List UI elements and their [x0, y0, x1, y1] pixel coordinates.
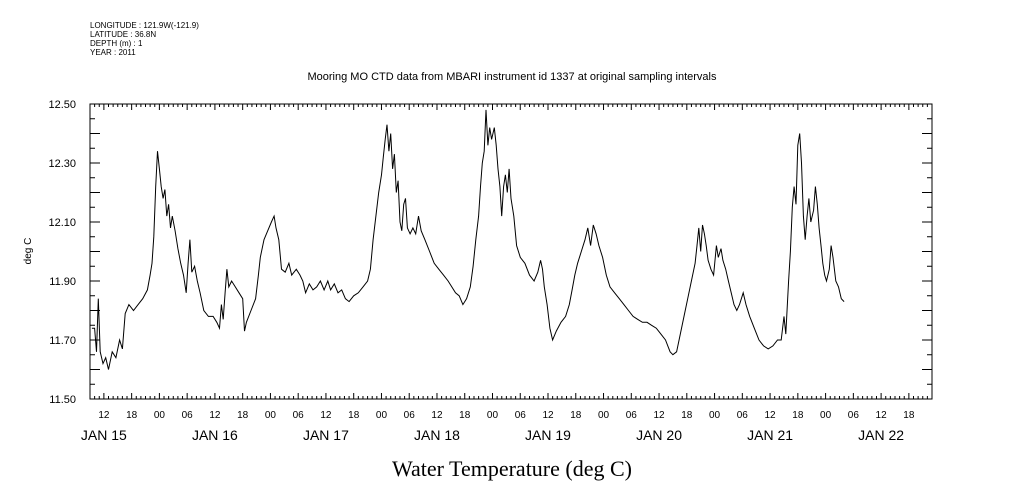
x-hour-label: 00 — [487, 410, 499, 421]
x-hour-label: 00 — [154, 410, 166, 421]
x-hour-label: 18 — [570, 410, 582, 421]
x-hour-label: 06 — [182, 410, 194, 421]
x-day-label: JAN 15 — [81, 427, 127, 443]
x-hour-label: 18 — [459, 410, 471, 421]
y-tick-label: 12.50 — [48, 99, 76, 111]
chart-title: Mooring MO CTD data from MBARI instrumen… — [308, 71, 717, 83]
year-label: YEAR : 2011 — [90, 48, 136, 57]
x-hour-label: 00 — [598, 410, 610, 421]
x-hour-label: 12 — [542, 410, 554, 421]
x-hour-label: 18 — [348, 410, 360, 421]
x-hour-label: 18 — [126, 410, 138, 421]
x-day-label: JAN 19 — [525, 427, 571, 443]
x-day-label: JAN 17 — [303, 427, 349, 443]
y-tick-label: 12.30 — [48, 158, 76, 170]
x-hour-label: 06 — [737, 410, 749, 421]
x-hour-label: 00 — [376, 410, 388, 421]
x-hour-label: 12 — [653, 410, 665, 421]
x-hour-labels: 12 18 00 06 12 18 00 06 12 18 00 06 12 18 00 06 12 18 00 06… — [98, 410, 915, 421]
plot-frame — [89, 103, 933, 400]
x-day-label: JAN 21 — [747, 427, 793, 443]
x-hour-label: 06 — [848, 410, 860, 421]
x-hour-label: 18 — [792, 410, 804, 421]
latitude-label: LATITUDE : 36.8N — [90, 30, 157, 39]
x-hour-label: 06 — [515, 410, 527, 421]
x-hour-label: 06 — [626, 410, 638, 421]
x-hour-label: 12 — [209, 410, 221, 421]
x-hour-label: 12 — [320, 410, 332, 421]
longitude-label: LONGITUDE : 121.9W(-121.9) — [90, 21, 199, 30]
x-hour-label: 00 — [265, 410, 277, 421]
y-tick-label: 11.50 — [49, 394, 76, 406]
y-tick-label: 11.90 — [49, 276, 76, 288]
x-hour-label: 00 — [820, 410, 832, 421]
bottom-title: Water Temperature (deg C) — [392, 456, 632, 481]
x-hour-label: 12 — [431, 410, 443, 421]
y-tick-label: 11.70 — [49, 335, 76, 347]
x-hour-label: 12 — [876, 410, 888, 421]
x-hour-label: 06 — [293, 410, 305, 421]
y-tick-labels: 11.50 11.70 11.90 12.10 12.30 12.50 — [48, 99, 76, 406]
x-day-label: JAN 16 — [192, 427, 238, 443]
x-hour-label: 18 — [903, 410, 915, 421]
axis-ticks — [89, 103, 933, 400]
x-hour-label: 00 — [709, 410, 721, 421]
x-hour-label: 06 — [404, 410, 416, 421]
depth-label: DEPTH (m) : 1 — [90, 39, 143, 48]
x-day-label: JAN 22 — [858, 427, 904, 443]
x-hour-label: 18 — [681, 410, 693, 421]
x-hour-label: 12 — [765, 410, 777, 421]
x-hour-label: 18 — [237, 410, 249, 421]
y-tick-label: 12.10 — [48, 217, 76, 229]
temperature-series-line — [91, 109, 845, 370]
y-axis-label: deg C — [23, 238, 34, 265]
x-day-label: JAN 18 — [414, 427, 460, 443]
x-hour-label: 12 — [98, 410, 110, 421]
x-day-labels: JAN 15 JAN 16 JAN 17 JAN 18 JAN 19 JAN 20 JAN … — [81, 427, 904, 443]
x-day-label: JAN 20 — [636, 427, 682, 443]
